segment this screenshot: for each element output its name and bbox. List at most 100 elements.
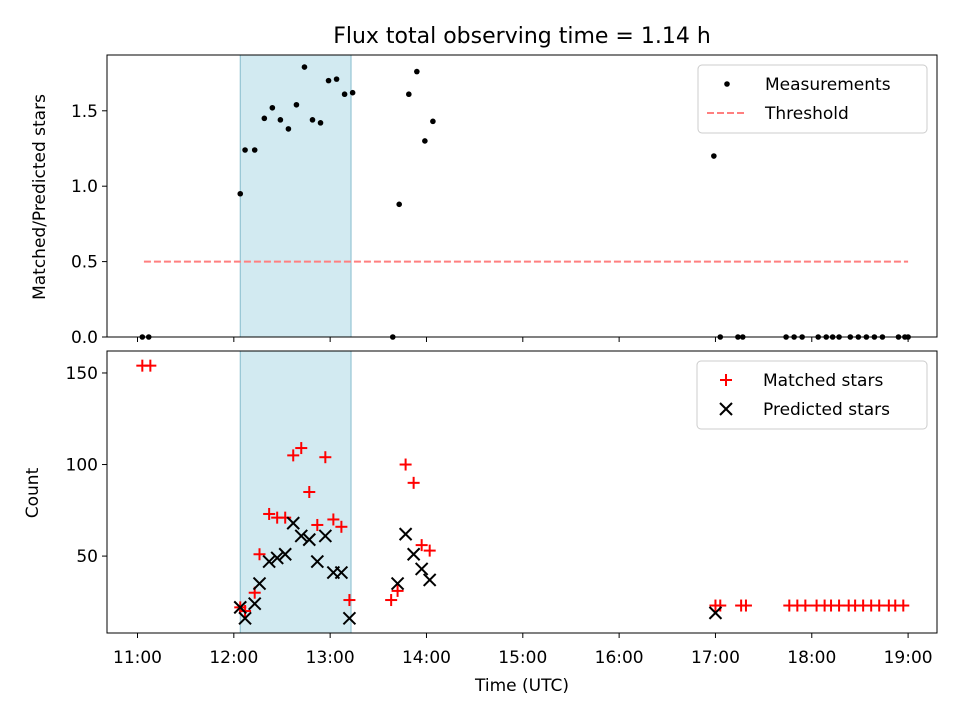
- predicted-star-point-b: [247, 596, 262, 611]
- measurement-point: [414, 68, 420, 75]
- predicted-star-point-b: [233, 600, 247, 615]
- y-tick-label: 50: [76, 547, 98, 567]
- predicted-star-point: [238, 611, 252, 626]
- predicted-star-point-b: [302, 532, 316, 547]
- matched-star-point: [343, 594, 356, 607]
- y-tick-label: 1.5: [71, 102, 98, 122]
- matched-star-point: [714, 599, 727, 612]
- x-tick-label: 19:00: [884, 648, 933, 668]
- measurement-point: [333, 76, 340, 82]
- x-tick-label: 15:00: [498, 648, 547, 668]
- measurement-point: [261, 115, 268, 122]
- predicted-star-point-b: [262, 554, 276, 569]
- predicted-star-point: [342, 611, 357, 626]
- predicted-star-point: [310, 554, 325, 569]
- legend-threshold-label: Threshold: [764, 104, 849, 124]
- chart-title: Flux total observing time = 1.14 h: [333, 24, 711, 49]
- y-tick-label: 150: [66, 364, 98, 384]
- predicted-star-point: [318, 529, 333, 543]
- measurement-point: [277, 117, 284, 123]
- x-tick-label: 16:00: [595, 648, 644, 668]
- measurement-point: [242, 147, 248, 153]
- predicted-star-point-b: [286, 516, 300, 530]
- predicted-star-point: [390, 576, 405, 591]
- top-panel: 0.0 0.5 1.0 1.5 Flux total observing time =…: [30, 24, 938, 348]
- bottom-span-layer: [239, 350, 352, 634]
- observing-span: [239, 350, 352, 634]
- predicted-star-point-b: [252, 576, 267, 591]
- matched-star-point: [263, 507, 276, 520]
- predicted-star-point-b: [422, 573, 437, 587]
- matched-star-point: [319, 451, 332, 464]
- measurement-point: [237, 190, 244, 197]
- predicted-star-point: [233, 600, 247, 615]
- matched-star-point: [399, 458, 412, 471]
- x-tick-label: 11:00: [113, 648, 162, 668]
- predicted-star-point: [414, 562, 429, 576]
- top-y-ticks: 0.0 0.5 1.0 1.5: [71, 102, 107, 348]
- predicted-star-point-b: [406, 547, 421, 561]
- measurement-point: [251, 147, 258, 153]
- legend-matched-marker: [720, 374, 732, 386]
- predicted-star-point-b: [342, 611, 357, 626]
- legend-measurements-marker: [724, 81, 730, 87]
- matched-star-point: [391, 584, 404, 597]
- predicted-star-point-b: [270, 551, 284, 565]
- predicted-star-point-b: [398, 527, 413, 541]
- matched-star-point: [415, 539, 428, 552]
- predicted-star-point: [398, 527, 413, 541]
- predicted-star-point: [278, 547, 292, 561]
- predicted-star-point-b: [278, 547, 292, 561]
- bottom-legend: Matched stars Predicted stars: [696, 360, 928, 430]
- matched-star-point: [423, 544, 436, 557]
- predicted-star-point: [270, 551, 284, 565]
- matched-star-point: [897, 599, 910, 612]
- matched-star-point: [144, 359, 157, 372]
- matched-star-point: [407, 476, 420, 489]
- measurement-point: [269, 104, 276, 111]
- x-tick-label: 14:00: [402, 648, 451, 668]
- x-tick-label: 18:00: [787, 648, 836, 668]
- matched-star-point: [287, 449, 300, 462]
- predicted-star-point-b: [310, 554, 325, 569]
- bottom-x-ticks: 11:00 12:00 13:00 14:00 15:00 16:00 17:00 18:00…: [113, 633, 933, 668]
- predicted-star-point: [262, 554, 276, 569]
- legend-measurements-label: Measurements: [765, 75, 891, 95]
- top-points-layer: [139, 64, 911, 340]
- predicted-star-point: [422, 573, 437, 587]
- legend-predicted-marker: [719, 402, 733, 416]
- y-tick-label: 100: [66, 456, 98, 476]
- bottom-y-axis-label: Count: [23, 467, 43, 518]
- x-tick-label: 12:00: [209, 648, 258, 668]
- measurement-point: [309, 117, 316, 123]
- top-x-ticks: [137, 337, 909, 342]
- predicted-star-point: [286, 516, 300, 530]
- bottom-plot-frame: [106, 350, 938, 634]
- predicted-star-point-b: [708, 606, 723, 620]
- predicted-star-point-b: [414, 562, 429, 576]
- legend-predicted-label: Predicted stars: [763, 400, 890, 420]
- measurement-point: [396, 201, 402, 208]
- measurement-point: [711, 153, 717, 159]
- measurement-point: [285, 126, 292, 132]
- predicted-star-point-b: [334, 565, 349, 580]
- top-y-axis-label: Matched/Predicted stars: [30, 94, 50, 300]
- matched-star-point: [279, 511, 292, 524]
- matched-star-point: [295, 442, 308, 455]
- measurement-point: [422, 138, 428, 144]
- matched-star-point: [799, 599, 812, 612]
- predicted-star-point-b: [238, 611, 252, 626]
- measurement-point: [341, 91, 348, 98]
- matched-star-point: [327, 513, 340, 526]
- matched-star-point: [335, 520, 348, 533]
- matched-star-point: [385, 594, 398, 607]
- measurement-point: [325, 77, 332, 84]
- predicted-star-point: [302, 532, 316, 547]
- x-tick-label: 17:00: [691, 648, 740, 668]
- matched-star-point: [739, 599, 752, 612]
- bottom-legend-box: [696, 360, 928, 430]
- measurement-point: [349, 89, 356, 96]
- measurement-point: [406, 91, 412, 98]
- predicted-star-point: [252, 576, 267, 591]
